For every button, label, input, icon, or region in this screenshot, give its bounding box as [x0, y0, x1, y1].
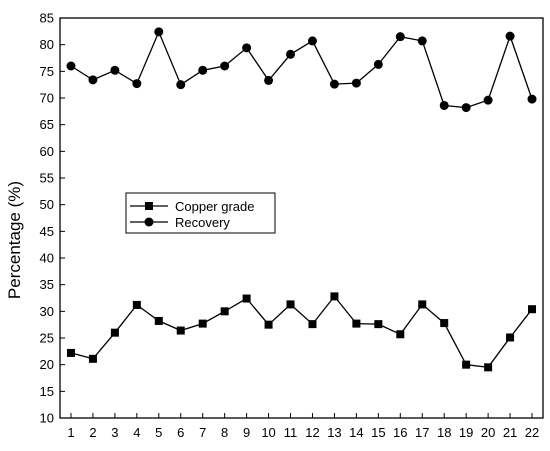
x-tick-label: 7 [199, 425, 206, 440]
x-tick-label: 16 [393, 425, 407, 440]
y-axis: 10 15 20 25 30 35 40 45 50 55 60 65 70 75 80 85 [40, 11, 65, 426]
series-line-copper-grade [70, 295, 533, 368]
y-tick-label: 40 [40, 251, 54, 266]
x-tick-label: 19 [459, 425, 473, 440]
point-copper-grade [154, 316, 163, 325]
series-line-recovery [70, 30, 533, 109]
point-copper-grade [88, 354, 97, 363]
legend-label-copper-grade: Copper grade [175, 199, 255, 214]
legend-box [125, 192, 276, 234]
y-tick-label: 15 [40, 384, 54, 399]
point-copper-grade [66, 348, 75, 357]
point-copper-grade [286, 300, 295, 309]
point-recovery [264, 75, 274, 85]
series-layer [66, 27, 537, 372]
point-recovery [417, 36, 427, 46]
point-recovery [329, 79, 339, 89]
point-copper-grade [330, 292, 339, 301]
point-copper-grade [242, 294, 251, 303]
y-tick-label: 60 [40, 144, 54, 159]
point-copper-grade [176, 326, 185, 335]
x-tick-label: 1 [67, 425, 74, 440]
y-tick-label: 70 [40, 91, 54, 106]
point-recovery [439, 100, 449, 110]
point-recovery [505, 31, 515, 41]
x-tick-label: 15 [371, 425, 385, 440]
point-recovery [220, 61, 230, 71]
point-recovery [395, 32, 405, 42]
point-copper-grade [110, 328, 119, 337]
y-tick-label: 10 [40, 411, 54, 426]
x-tick-label: 12 [305, 425, 319, 440]
y-tick-label: 80 [40, 37, 54, 52]
x-tick-label: 18 [437, 425, 451, 440]
point-recovery [527, 94, 537, 104]
point-recovery [66, 61, 76, 71]
point-recovery [307, 36, 317, 46]
y-tick-label: 25 [40, 331, 54, 346]
point-copper-grade [506, 333, 515, 342]
y-tick-label: 65 [40, 117, 54, 132]
point-recovery [110, 65, 120, 75]
x-tick-label: 13 [327, 425, 341, 440]
legend: Copper grade Recovery [125, 192, 276, 234]
point-copper-grade [264, 320, 273, 329]
x-tick-label: 4 [133, 425, 140, 440]
y-tick-label: 50 [40, 197, 54, 212]
y-tick-label: 55 [40, 171, 54, 186]
point-recovery [373, 59, 383, 69]
x-tick-label: 2 [89, 425, 96, 440]
point-recovery [483, 95, 493, 105]
point-copper-grade [418, 300, 427, 309]
x-tick-label: 22 [525, 425, 539, 440]
point-copper-grade [352, 319, 361, 328]
y-tick-label: 30 [40, 304, 54, 319]
x-tick-label: 17 [415, 425, 429, 440]
y-tick-label: 85 [40, 11, 54, 26]
legend-marker-copper-grade [145, 202, 153, 210]
x-tick-label: 5 [155, 425, 162, 440]
point-copper-grade [440, 319, 449, 328]
y-tick-label: 35 [40, 277, 54, 292]
x-tick-label: 14 [349, 425, 363, 440]
x-axis: 1 2 3 4 5 6 7 8 9 10 11 12 13 14 15 16 17 18 19 20 21 22 [67, 413, 539, 440]
point-recovery [198, 65, 208, 75]
point-copper-grade [308, 320, 317, 329]
point-copper-grade [484, 363, 493, 372]
point-recovery [242, 43, 252, 53]
point-copper-grade [528, 305, 537, 314]
x-tick-label: 10 [261, 425, 275, 440]
point-copper-grade [198, 319, 207, 328]
y-tick-label: 75 [40, 64, 54, 79]
x-tick-label: 9 [243, 425, 250, 440]
x-tick-label: 20 [481, 425, 495, 440]
point-copper-grade [396, 330, 405, 339]
point-recovery [461, 103, 471, 113]
point-recovery [132, 79, 142, 89]
point-copper-grade [462, 360, 471, 369]
x-tick-label: 6 [177, 425, 184, 440]
legend-label-recovery: Recovery [175, 215, 230, 230]
x-tick-label: 21 [503, 425, 517, 440]
point-copper-grade [374, 320, 383, 329]
y-tick-label: 20 [40, 357, 54, 372]
x-tick-label: 8 [221, 425, 228, 440]
y-axis-title: Percentage (%) [5, 181, 24, 299]
point-recovery [286, 49, 296, 59]
x-tick-label: 3 [111, 425, 118, 440]
plot-frame [59, 17, 544, 419]
point-recovery [351, 78, 361, 88]
point-recovery [88, 75, 98, 85]
point-recovery [176, 80, 186, 90]
point-copper-grade [132, 300, 141, 309]
legend-marker-recovery [144, 217, 154, 227]
point-recovery [154, 27, 164, 37]
y-tick-label: 45 [40, 224, 54, 239]
point-copper-grade [220, 307, 229, 316]
x-tick-label: 11 [284, 425, 298, 440]
